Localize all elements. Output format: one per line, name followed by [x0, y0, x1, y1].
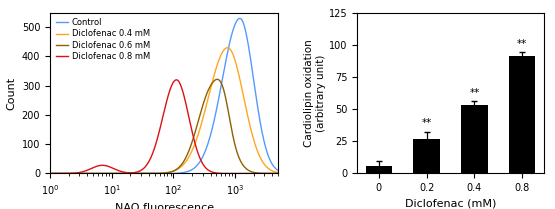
Diclofenac 0.4 mM [152, 172, 159, 175]
Diclofenac 0.8 mM [89, 167, 96, 169]
Diclofenac 0.4 mM [294, 172, 300, 175]
Y-axis label: Count: Count [6, 76, 16, 110]
Text: **: ** [421, 119, 432, 128]
Bar [461, 105, 488, 173]
Diclofenac 0.4 mM [89, 172, 96, 175]
Text: **: ** [470, 88, 480, 98]
Diclofenac 0.4 mM [289, 172, 295, 175]
Diclofenac 0.6 mM [214, 78, 220, 80]
Bar [413, 139, 440, 173]
Text: **: ** [517, 39, 527, 48]
Diclofenac 0.8 mM [47, 172, 53, 175]
Diclofenac 0.6 mM [47, 172, 53, 175]
Legend: Control, Diclofenac 0.4 mM, Diclofenac 0.6 mM, Diclofenac 0.8 mM: Control, Diclofenac 0.4 mM, Diclofenac 0… [54, 17, 152, 62]
Diclofenac 0.6 mM [262, 172, 269, 175]
Diclofenac 0.8 mM [142, 166, 148, 169]
X-axis label: Diclofenac (mM): Diclofenac (mM) [405, 199, 496, 209]
Control [152, 172, 159, 175]
Diclofenac 0.8 mM [152, 144, 159, 147]
Diclofenac 0.4 mM [224, 46, 231, 49]
Bar [366, 166, 392, 173]
Diclofenac 0.6 mM [75, 172, 82, 175]
Diclofenac 0.8 mM [262, 172, 269, 175]
Diclofenac 0.4 mM [262, 164, 269, 167]
Diclofenac 0.8 mM [294, 172, 300, 175]
Control [294, 172, 300, 175]
Control [262, 145, 269, 148]
Control [236, 17, 243, 20]
Control [47, 172, 53, 175]
Control [75, 172, 82, 175]
Diclofenac 0.8 mM [75, 171, 82, 174]
Diclofenac 0.6 mM [89, 172, 96, 175]
Control [289, 172, 295, 175]
Diclofenac 0.6 mM [152, 172, 159, 175]
Line: Diclofenac 0.6 mM: Diclofenac 0.6 mM [50, 79, 297, 173]
Diclofenac 0.8 mM [173, 79, 180, 81]
Diclofenac 0.4 mM [75, 172, 82, 175]
Line: Diclofenac 0.4 mM: Diclofenac 0.4 mM [50, 48, 297, 173]
Diclofenac 0.4 mM [47, 172, 53, 175]
Bar [509, 56, 536, 173]
X-axis label: NAO fluorescence: NAO fluorescence [114, 203, 214, 209]
Control [142, 172, 148, 175]
Diclofenac 0.6 mM [289, 172, 295, 175]
Diclofenac 0.6 mM [142, 172, 148, 175]
Diclofenac 0.6 mM [294, 172, 300, 175]
Control [89, 172, 96, 175]
Line: Control: Control [50, 18, 297, 173]
Line: Diclofenac 0.8 mM: Diclofenac 0.8 mM [50, 80, 297, 173]
Y-axis label: Cardiolipin oxidation
(arbitrary unit): Cardiolipin oxidation (arbitrary unit) [304, 39, 326, 147]
Diclofenac 0.4 mM [142, 172, 148, 175]
Diclofenac 0.8 mM [289, 172, 295, 175]
